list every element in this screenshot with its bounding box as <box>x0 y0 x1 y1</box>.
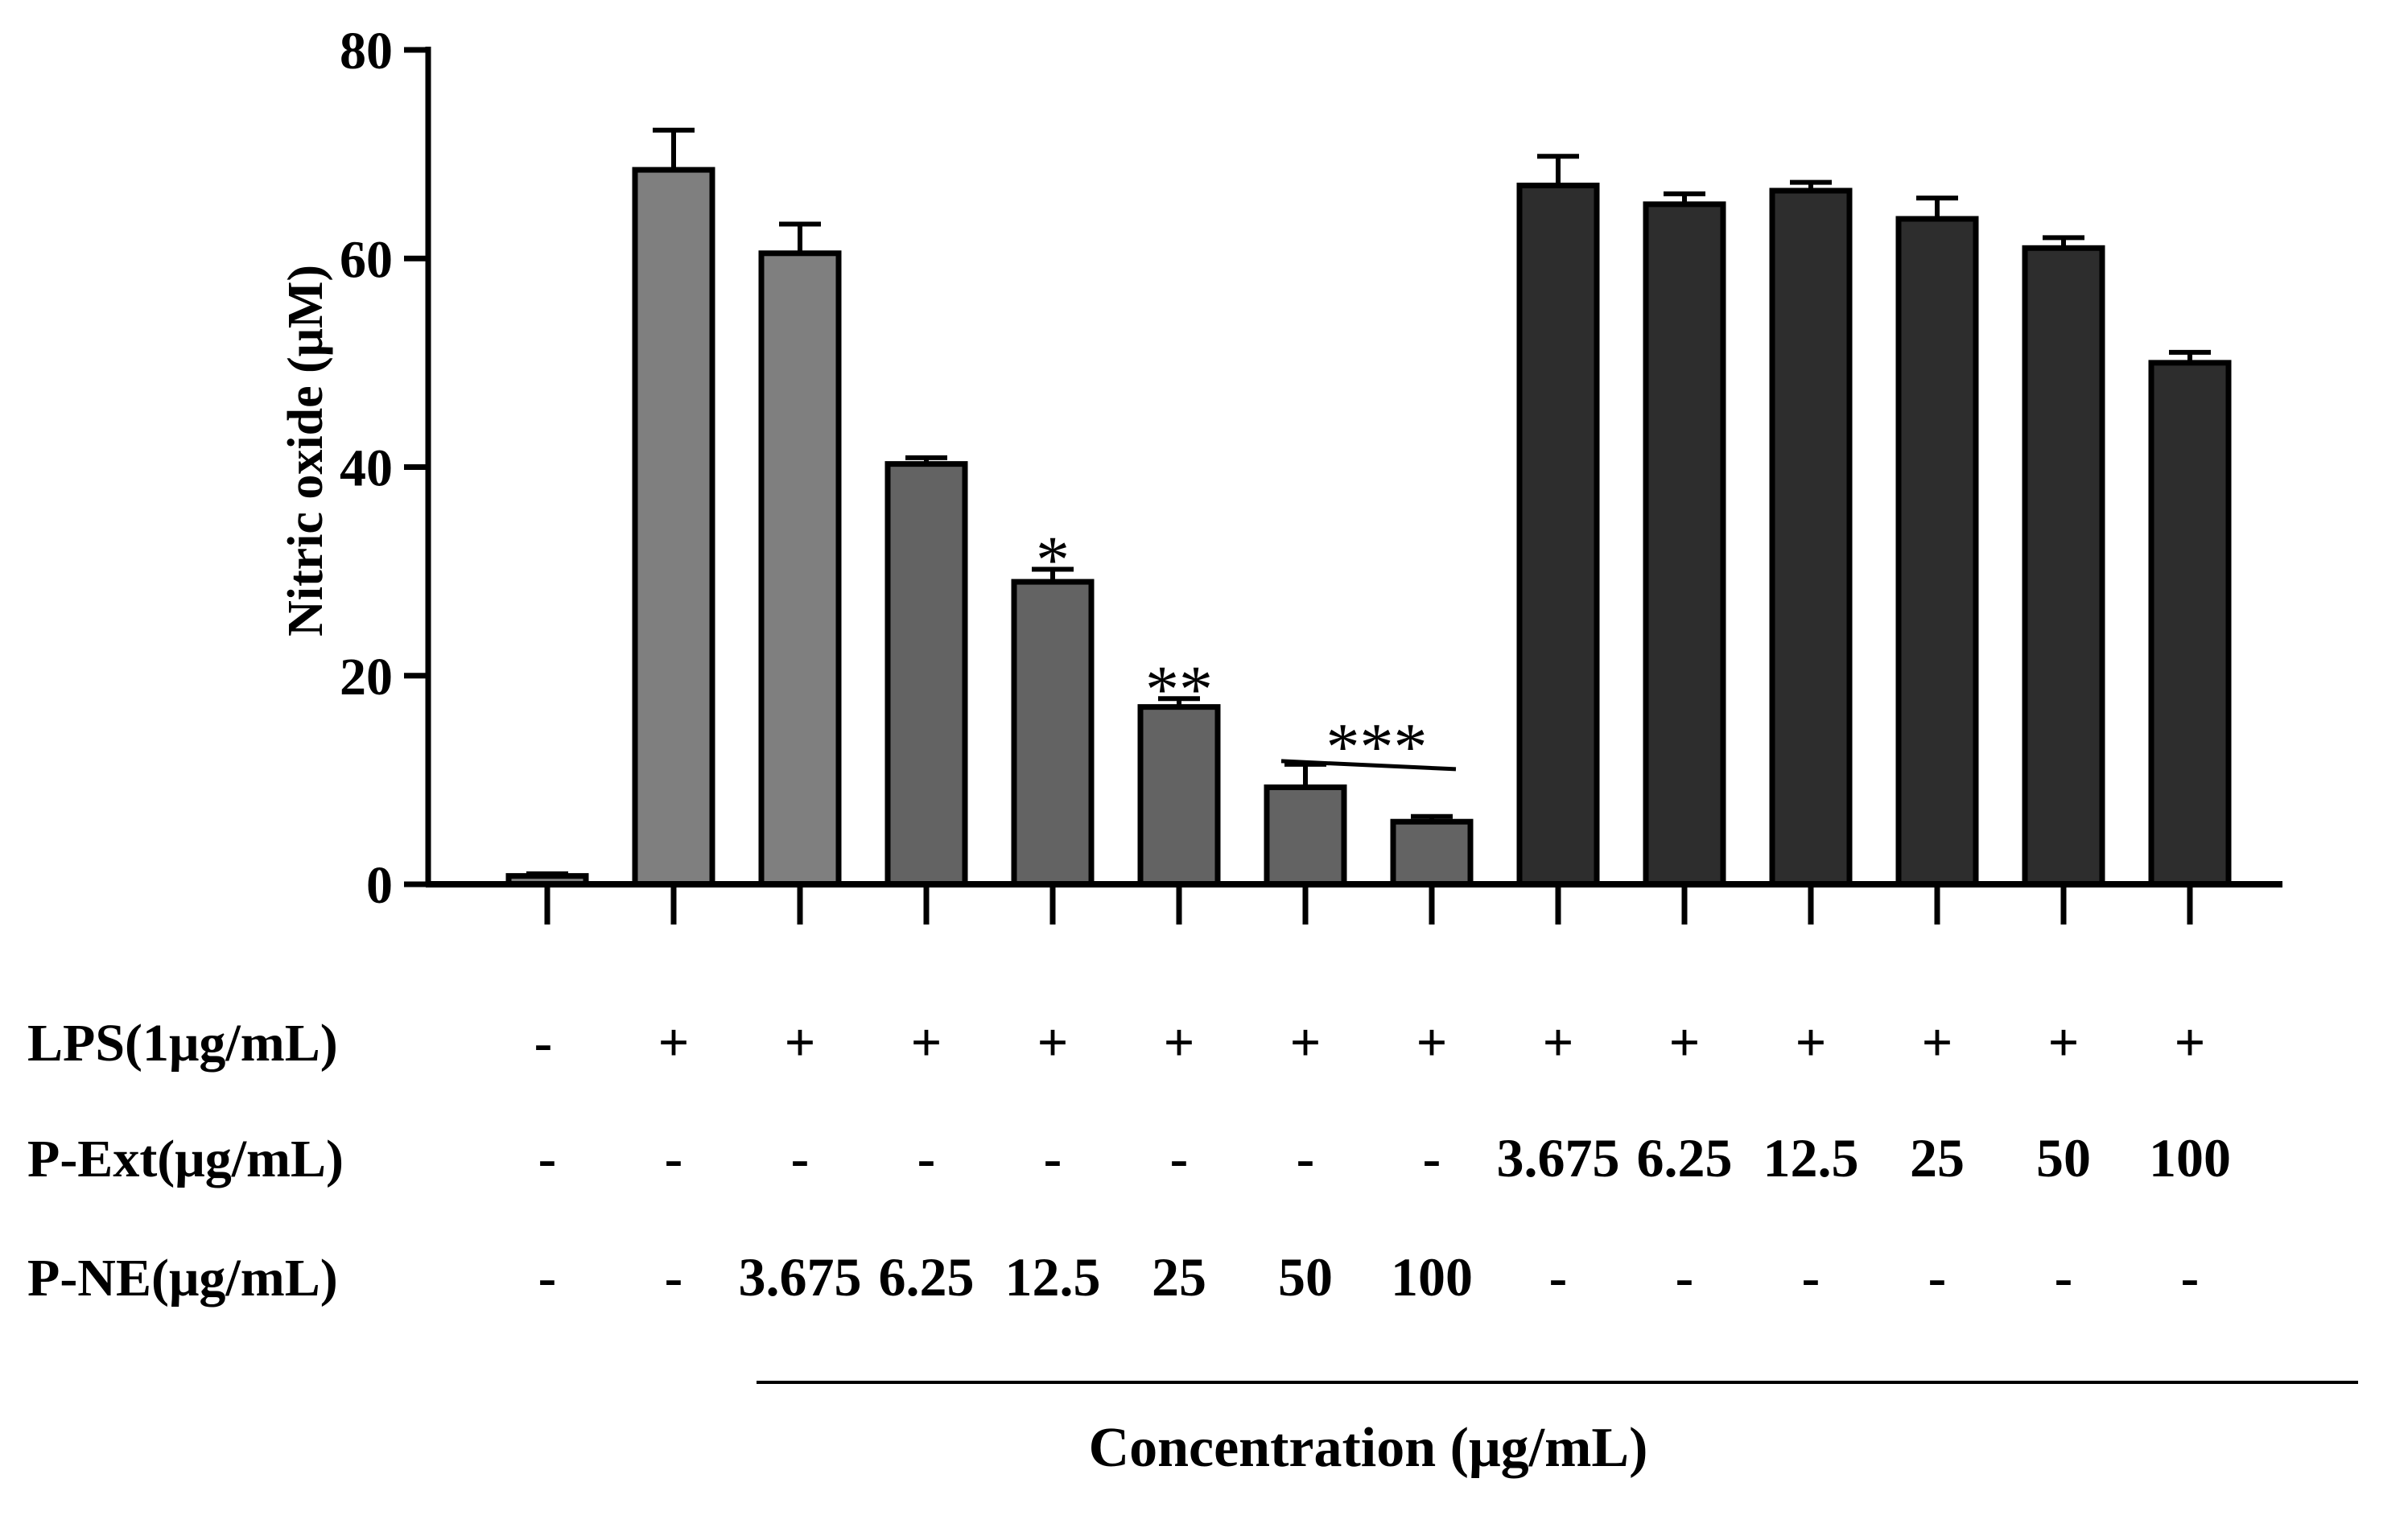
bar <box>1895 216 1979 887</box>
table-cell: - <box>1170 1127 1189 1188</box>
significance-marks: ****** <box>1036 523 1457 785</box>
table-cell: + <box>2048 1011 2080 1073</box>
table-cell: 3.675 <box>739 1246 862 1308</box>
bar <box>758 250 842 887</box>
table-cell: + <box>1543 1011 1574 1073</box>
table-cell: + <box>1290 1011 1322 1073</box>
table-cell: - <box>538 1127 557 1188</box>
table-row-label: P-NE(μg/mL) <box>27 1249 338 1308</box>
bar <box>1137 704 1221 887</box>
table-cell: - <box>538 1246 557 1308</box>
bar <box>1769 187 1853 887</box>
table-cell: + <box>1037 1011 1069 1073</box>
bar <box>1011 579 1095 887</box>
table-row-label: P-Ext(μg/mL) <box>27 1130 344 1188</box>
table-cell: - <box>917 1127 936 1188</box>
table-cell: - <box>534 1011 553 1073</box>
bar <box>2148 360 2232 887</box>
table-cell: - <box>1044 1127 1062 1188</box>
table-cell: + <box>1669 1011 1701 1073</box>
y-axis-label: Nitric oxide (μM) <box>278 265 333 636</box>
table-cell: - <box>2055 1246 2073 1308</box>
table-cell: - <box>1928 1246 1947 1308</box>
table-cell: + <box>911 1011 942 1073</box>
table-cell: + <box>1796 1011 1827 1073</box>
table-cell: 25 <box>1910 1127 1965 1188</box>
significance-mark: *** <box>1326 710 1428 785</box>
bar <box>884 461 968 887</box>
table-cell: 3.675 <box>1497 1127 1620 1188</box>
bar <box>1643 201 1726 887</box>
table-cell: + <box>1416 1011 1448 1073</box>
table-cell: 12.5 <box>1763 1127 1859 1188</box>
bars <box>505 127 2232 887</box>
y-axis: 0 20 40 60 80 <box>340 22 431 915</box>
table-cell: - <box>791 1127 810 1188</box>
table-cell: + <box>1922 1011 1953 1073</box>
bar <box>1516 183 1600 887</box>
y-tick-label: 80 <box>340 22 393 80</box>
y-tick-label: 20 <box>340 648 393 706</box>
bar <box>2022 245 2105 887</box>
table-cell: - <box>1423 1127 1441 1188</box>
table-cell: - <box>1802 1246 1820 1308</box>
table-cell: + <box>1164 1011 1195 1073</box>
table-cell: - <box>1297 1127 1315 1188</box>
table-cell: - <box>2181 1246 2200 1308</box>
table-cell: + <box>785 1011 816 1073</box>
table-cell: 100 <box>1391 1246 1473 1308</box>
table-cell: 12.5 <box>1005 1246 1101 1308</box>
table-cell: 25 <box>1152 1246 1206 1308</box>
bar <box>1390 818 1474 887</box>
bar <box>1264 784 1347 887</box>
x-axis-title: Concentration (μg/mL) <box>1089 1417 1648 1479</box>
y-tick-label: 40 <box>340 439 393 498</box>
significance-bracket <box>1280 759 1457 772</box>
treatment-table: LPS(1μg/mL) - + + + + + + + + + + + + + P-Ext(μg/mL) - - -… <box>27 1011 2231 1308</box>
table-cell: + <box>2175 1011 2206 1073</box>
table-cell: + <box>658 1011 690 1073</box>
table-cell: 6.25 <box>879 1246 975 1308</box>
significance-mark: * <box>1036 523 1070 598</box>
table-cell: - <box>665 1127 683 1188</box>
x-axis <box>426 881 2282 925</box>
table-cell: 6.25 <box>1637 1127 1733 1188</box>
table-cell: - <box>665 1246 683 1308</box>
significance-mark: ** <box>1145 652 1213 727</box>
table-cell: 50 <box>1278 1246 1333 1308</box>
bar <box>632 167 715 887</box>
table-cell: - <box>1549 1246 1568 1308</box>
table-row-label: LPS(1μg/mL) <box>27 1014 338 1073</box>
y-tick-label: 60 <box>340 230 393 289</box>
table-cell: - <box>1676 1246 1694 1308</box>
table-cell: 50 <box>2036 1127 2091 1188</box>
y-tick-label: 0 <box>366 856 393 915</box>
table-cell: 100 <box>2149 1127 2231 1188</box>
